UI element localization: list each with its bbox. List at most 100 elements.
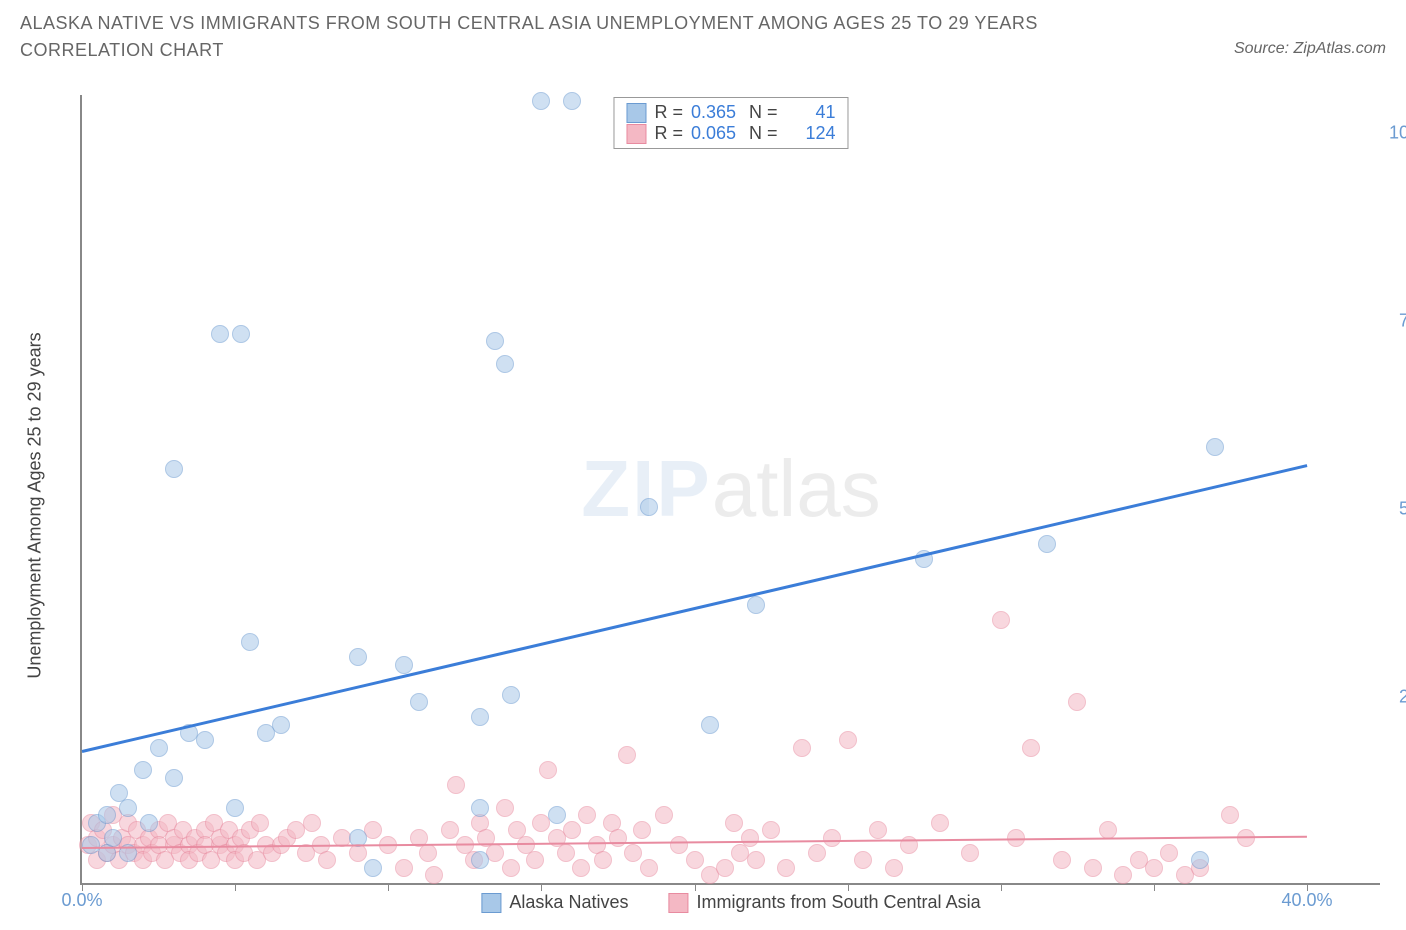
source-label: Source: ZipAtlas.com [1234,40,1386,58]
data-point [1022,739,1040,757]
data-point [609,829,627,847]
data-point [251,814,269,832]
legend-row: R =0.065N =124 [626,123,835,144]
data-point [670,836,688,854]
data-point [486,844,504,862]
x-tick [1001,883,1002,891]
data-point [119,799,137,817]
data-point [578,806,596,824]
data-point [471,708,489,726]
data-point [165,460,183,478]
data-point [1206,438,1224,456]
data-point [318,851,336,869]
data-point [655,806,673,824]
x-tick-label: 0.0% [61,890,102,911]
x-tick [541,883,542,891]
data-point [1221,806,1239,824]
data-point [486,332,504,350]
legend-n-value: 41 [786,102,836,123]
data-point [134,761,152,779]
data-point [226,799,244,817]
data-point [1160,844,1178,862]
legend-n-label: N = [749,102,778,123]
data-point [211,325,229,343]
legend-swatch [626,124,646,144]
data-point [98,806,116,824]
data-point [701,716,719,734]
data-point [502,859,520,877]
data-point [1114,866,1132,884]
data-point [563,821,581,839]
data-point [364,821,382,839]
y-tick-label: 50.0% [1399,498,1406,519]
data-point [548,806,566,824]
x-tick [1154,883,1155,891]
bottom-legend-item: Immigrants from South Central Asia [668,892,980,913]
data-point [854,851,872,869]
legend-swatch [668,893,688,913]
data-point [640,859,658,877]
legend-r-value: 0.365 [691,102,741,123]
data-point [563,92,581,110]
data-point [1191,851,1209,869]
legend-r-label: R = [654,123,683,144]
data-point [104,829,122,847]
data-point [618,746,636,764]
x-tick [848,883,849,891]
legend-row: R = 0.365 N = 41 [626,102,835,123]
x-tick-label: 40.0% [1281,890,1332,911]
data-point [140,814,158,832]
data-point [196,731,214,749]
data-point [992,611,1010,629]
x-tick [388,883,389,891]
data-point [1038,535,1056,553]
data-point [441,821,459,839]
legend-r-label: R = [654,102,683,123]
data-point [303,814,321,832]
legend-n-label: N = [749,123,778,144]
data-point [716,859,734,877]
x-tick [235,883,236,891]
data-point [496,355,514,373]
legend-swatch [481,893,501,913]
data-point [410,693,428,711]
bottom-legend-label: Immigrants from South Central Asia [696,892,980,913]
data-point [961,844,979,862]
data-point [539,761,557,779]
watermark-zip: ZIP [581,444,711,533]
data-point [425,866,443,884]
data-point [725,814,743,832]
data-point [747,596,765,614]
bottom-legend-label: Alaska Natives [509,892,628,913]
plot-area: ZIPatlas R =0.365N =41R =0.065N =124 Ala… [80,95,1380,885]
data-point [471,799,489,817]
data-point [272,716,290,734]
data-point [762,821,780,839]
data-point [150,739,168,757]
data-point [640,498,658,516]
bottom-legend: Alaska Natives Immigrants from South Cent… [481,892,980,913]
chart-container: Unemployment Among Ages 25 to 29 years Z… [60,95,1390,885]
data-point [502,686,520,704]
data-point [808,844,826,862]
data-point [557,844,575,862]
x-tick [695,883,696,891]
watermark: ZIPatlas [581,443,880,535]
data-point [633,821,651,839]
data-point [624,844,642,862]
data-point [839,731,857,749]
data-point [1084,859,1102,877]
data-point [395,656,413,674]
data-point [1053,851,1071,869]
data-point [447,776,465,794]
data-point [823,829,841,847]
data-point [532,92,550,110]
y-tick-label: 75.0% [1399,310,1406,331]
data-point [777,859,795,877]
chart-title: ALASKA NATIVE VS IMMIGRANTS FROM SOUTH C… [20,10,1120,64]
y-tick-label: 100.0% [1389,122,1406,143]
data-point [471,851,489,869]
data-point [741,829,759,847]
legend-swatch [626,103,646,123]
data-point [364,859,382,877]
